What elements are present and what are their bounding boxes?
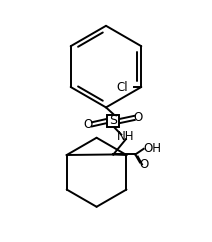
Text: Cl: Cl bbox=[117, 81, 128, 93]
Text: NH: NH bbox=[117, 130, 135, 143]
Bar bbox=[107, 115, 119, 127]
Text: S: S bbox=[109, 114, 117, 128]
Text: OH: OH bbox=[143, 142, 161, 155]
Text: O: O bbox=[134, 111, 143, 124]
Text: O: O bbox=[84, 118, 93, 131]
Text: O: O bbox=[139, 159, 148, 171]
